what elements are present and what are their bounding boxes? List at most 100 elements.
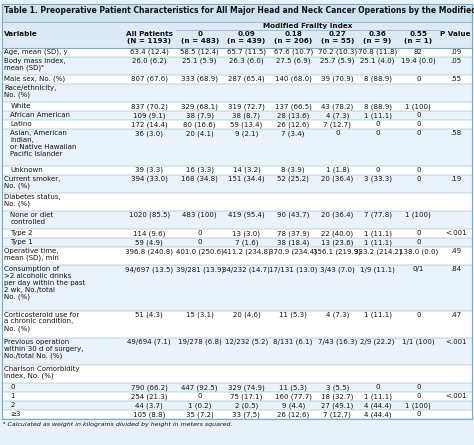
Text: Modified Frailty Index: Modified Frailty Index xyxy=(263,23,353,28)
Text: 9 (2.1): 9 (2.1) xyxy=(235,130,258,137)
Text: 137 (66.5): 137 (66.5) xyxy=(275,103,311,109)
Text: 28 (13.6): 28 (13.6) xyxy=(277,112,310,119)
Text: 70.8 (11.8): 70.8 (11.8) xyxy=(358,49,397,55)
Text: 20 (36.4): 20 (36.4) xyxy=(321,212,354,218)
Text: 401.0 (250.6): 401.0 (250.6) xyxy=(176,248,224,255)
Bar xyxy=(2,102,472,111)
Text: 13 (3.0): 13 (3.0) xyxy=(232,230,260,236)
Bar xyxy=(2,48,472,57)
Text: 1 (11.1): 1 (11.1) xyxy=(364,112,392,119)
Text: 333.2 (214.2): 333.2 (214.2) xyxy=(354,248,401,255)
Text: 4 (44.4): 4 (44.4) xyxy=(364,402,392,409)
Text: Type 1: Type 1 xyxy=(10,239,33,245)
Text: 1/9 (11.1): 1/9 (11.1) xyxy=(360,266,395,273)
Bar xyxy=(2,383,472,392)
Text: ᵃ Calculated as weight in kilograms divided by height in meters squared.: ᵃ Calculated as weight in kilograms divi… xyxy=(3,422,233,427)
Text: 59 (4.9): 59 (4.9) xyxy=(135,239,163,246)
Text: 19/278 (6.8): 19/278 (6.8) xyxy=(178,339,221,345)
Text: 483 (100): 483 (100) xyxy=(182,212,217,218)
Text: 1 (11.1): 1 (11.1) xyxy=(364,239,392,246)
Text: 25.7 (5.9): 25.7 (5.9) xyxy=(320,58,355,64)
Text: 837 (70.2): 837 (70.2) xyxy=(131,103,168,109)
Text: 70.2 (10.3): 70.2 (10.3) xyxy=(318,49,357,55)
Bar xyxy=(2,365,472,383)
Text: 39 (70.9): 39 (70.9) xyxy=(321,76,354,82)
Text: Unknown: Unknown xyxy=(10,166,43,173)
Text: 0.18
(n = 206): 0.18 (n = 206) xyxy=(274,31,312,44)
Text: 3 (33.3): 3 (33.3) xyxy=(364,176,392,182)
Text: 2 (0.5): 2 (0.5) xyxy=(235,402,258,409)
Bar xyxy=(2,392,472,401)
Text: 0: 0 xyxy=(416,112,420,118)
Text: African American: African American xyxy=(10,112,71,118)
Text: .58: .58 xyxy=(450,130,461,136)
Text: 25.1 (5.9): 25.1 (5.9) xyxy=(182,58,217,64)
Bar xyxy=(2,75,472,84)
Text: 3 (5.5): 3 (5.5) xyxy=(326,384,349,391)
Text: 370.9 (234.4): 370.9 (234.4) xyxy=(269,248,317,255)
Text: 90 (43.7): 90 (43.7) xyxy=(277,212,310,218)
Text: 1 (11.1): 1 (11.1) xyxy=(364,312,392,318)
Text: 138.0 (0.0): 138.0 (0.0) xyxy=(399,248,438,255)
Text: 15 (3.1): 15 (3.1) xyxy=(186,312,214,318)
Text: 22 (40.0): 22 (40.0) xyxy=(321,230,354,236)
Text: Operative time,
mean (SD), min: Operative time, mean (SD), min xyxy=(4,248,59,261)
Text: 38 (18.4): 38 (18.4) xyxy=(277,239,310,246)
Text: 65.7 (11.5): 65.7 (11.5) xyxy=(227,49,266,55)
Text: 13 (23.6): 13 (23.6) xyxy=(321,239,354,246)
Text: 172 (14.4): 172 (14.4) xyxy=(131,121,167,128)
Text: All Patients
(N = 1193): All Patients (N = 1193) xyxy=(126,31,173,44)
Text: 109 (9.1): 109 (9.1) xyxy=(133,112,165,119)
Bar xyxy=(2,410,472,420)
Text: 0: 0 xyxy=(416,239,420,245)
Text: 1 (11.1): 1 (11.1) xyxy=(364,230,392,236)
Text: 49/694 (7.1): 49/694 (7.1) xyxy=(128,339,171,345)
Text: 58.5 (12.4): 58.5 (12.4) xyxy=(180,49,219,55)
Text: Latino: Latino xyxy=(10,121,32,127)
Text: 160 (77.7): 160 (77.7) xyxy=(274,393,312,400)
Text: 67.6 (10.7): 67.6 (10.7) xyxy=(273,49,313,55)
Bar xyxy=(2,338,472,365)
Text: 0.27
(n = 55): 0.27 (n = 55) xyxy=(321,31,354,44)
Text: 1020 (85.5): 1020 (85.5) xyxy=(128,212,170,218)
Text: 59 (13.4): 59 (13.4) xyxy=(230,121,263,128)
Bar xyxy=(2,193,472,211)
Text: ≥3: ≥3 xyxy=(10,411,21,417)
Text: Race/ethnicity,
No. (%): Race/ethnicity, No. (%) xyxy=(4,85,56,98)
Text: 4 (44.4): 4 (44.4) xyxy=(364,411,392,418)
Text: .55: .55 xyxy=(450,76,461,82)
Text: 0: 0 xyxy=(375,384,380,390)
Text: 2/9 (22.2): 2/9 (22.2) xyxy=(360,339,395,345)
Text: 8 (3.9): 8 (3.9) xyxy=(282,166,305,173)
Text: 0: 0 xyxy=(10,384,15,390)
Text: 114 (9.6): 114 (9.6) xyxy=(133,230,165,236)
Text: 1 (11.1): 1 (11.1) xyxy=(364,393,392,400)
Text: 78 (37.9): 78 (37.9) xyxy=(277,230,310,236)
Text: 26 (12.6): 26 (12.6) xyxy=(277,411,310,418)
Text: 18 (32.7): 18 (32.7) xyxy=(321,393,354,400)
Text: 8 (88.9): 8 (88.9) xyxy=(364,76,392,82)
Text: Current smoker,
No. (%): Current smoker, No. (%) xyxy=(4,176,61,189)
Text: 1 (100): 1 (100) xyxy=(405,103,431,109)
Text: 7 (77.8): 7 (77.8) xyxy=(364,212,392,218)
Text: 0.09
(n = 439): 0.09 (n = 439) xyxy=(228,31,265,44)
Text: 39 (3.3): 39 (3.3) xyxy=(135,166,163,173)
Text: 1 (100): 1 (100) xyxy=(405,212,431,218)
Text: 0: 0 xyxy=(335,130,339,136)
Text: 17/131 (13.0): 17/131 (13.0) xyxy=(269,266,318,273)
Text: 82: 82 xyxy=(414,49,423,55)
Text: Age, mean (SD), y: Age, mean (SD), y xyxy=(4,49,68,55)
Text: P Value: P Value xyxy=(440,31,471,37)
Text: 0: 0 xyxy=(197,230,202,236)
Text: 0: 0 xyxy=(416,76,420,82)
Text: None or diet
controlled: None or diet controlled xyxy=(10,212,54,225)
Text: 0: 0 xyxy=(416,130,420,136)
Text: 34/232 (14.7): 34/232 (14.7) xyxy=(222,266,270,273)
Text: Corticosteroid use for
a chronic condition,
No. (%): Corticosteroid use for a chronic conditi… xyxy=(4,312,80,332)
Text: 0: 0 xyxy=(416,230,420,236)
Text: 329 (74.9): 329 (74.9) xyxy=(228,384,265,391)
Text: 319 (72.7): 319 (72.7) xyxy=(228,103,265,109)
Text: 33 (7.5): 33 (7.5) xyxy=(232,411,260,418)
Text: 2: 2 xyxy=(10,402,15,408)
Text: 0.36
(n = 9): 0.36 (n = 9) xyxy=(364,31,392,44)
